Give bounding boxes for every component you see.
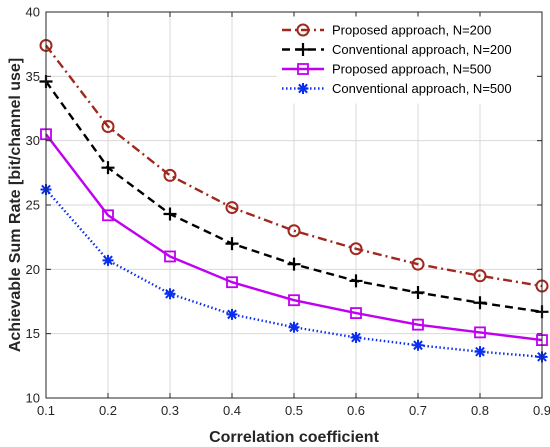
- x-tick-label: 0.4: [223, 403, 241, 418]
- legend-label: Conventional approach, N=200: [332, 42, 512, 57]
- data-point: [411, 257, 425, 271]
- legend-entry: Proposed approach, N=200: [282, 23, 491, 38]
- data-point: [102, 209, 114, 222]
- x-tick-label: 0.1: [37, 403, 55, 418]
- data-point: [226, 276, 238, 289]
- legend-label: Proposed approach, N=500: [332, 62, 491, 77]
- data-point: [349, 274, 363, 288]
- data-point: [163, 207, 177, 221]
- legend-entry: Proposed approach, N=500: [282, 62, 491, 77]
- x-tick-label: 0.5: [285, 403, 303, 418]
- data-point: [411, 285, 425, 299]
- data-point: [412, 339, 424, 351]
- y-tick-label: 30: [26, 133, 40, 148]
- y-tick-label: 10: [26, 391, 40, 406]
- legend-entry: Conventional approach, N=500: [282, 81, 512, 96]
- x-tick-label: 0.6: [347, 403, 365, 418]
- data-point: [349, 242, 363, 256]
- y-tick-label: 35: [26, 69, 40, 84]
- y-tick-label: 15: [26, 326, 40, 341]
- y-tick-label: 20: [26, 262, 40, 277]
- data-point: [225, 237, 239, 251]
- legend-marker: [296, 43, 310, 56]
- data-point: [164, 250, 176, 263]
- x-axis-label: Correlation coefficient: [209, 429, 379, 446]
- legend-box: [276, 16, 537, 104]
- x-tick-label: 0.7: [409, 403, 427, 418]
- legend-label: Conventional approach, N=500: [332, 81, 512, 96]
- y-tick-label: 25: [26, 198, 40, 213]
- data-point: [101, 120, 115, 134]
- data-point: [287, 224, 301, 238]
- legend-marker: [297, 63, 309, 75]
- data-point: [102, 254, 114, 266]
- y-tick-label: 40: [26, 5, 40, 20]
- data-point: [288, 321, 300, 333]
- legend: Proposed approach, N=200 Conventional app…: [276, 16, 537, 104]
- data-point: [474, 326, 486, 339]
- data-point: [412, 318, 424, 331]
- data-point: [473, 296, 487, 310]
- x-tick-label: 0.9: [533, 403, 550, 418]
- plot-series: [39, 38, 549, 363]
- data-point: [225, 201, 239, 215]
- data-point: [350, 332, 362, 344]
- y-axis-label: Achievable Sum Rate [bit/channel use]: [7, 58, 24, 352]
- data-point: [101, 161, 115, 175]
- x-tick-label: 0.8: [471, 403, 489, 418]
- x-tick-label: 0.2: [99, 403, 117, 418]
- legend-marker: [296, 23, 310, 37]
- legend-entry: Conventional approach, N=200: [282, 42, 512, 57]
- data-point: [474, 346, 486, 358]
- data-point: [287, 257, 301, 271]
- data-point: [164, 288, 176, 300]
- data-point: [288, 294, 300, 307]
- axis-ticks: 0.1 0.2 0.3 0.4 0.5 0.6 0.7 0.8 0.9 10 15 20 25 30 35 4…: [26, 5, 550, 419]
- data-point: [350, 307, 362, 319]
- x-tick-label: 0.3: [161, 403, 179, 418]
- legend-marker: [297, 83, 309, 94]
- data-point: [163, 168, 177, 182]
- data-point: [473, 269, 487, 283]
- data-point: [226, 308, 238, 320]
- series-line: [45, 44, 543, 288]
- series-line: [45, 133, 543, 342]
- legend-label: Proposed approach, N=200: [332, 23, 491, 38]
